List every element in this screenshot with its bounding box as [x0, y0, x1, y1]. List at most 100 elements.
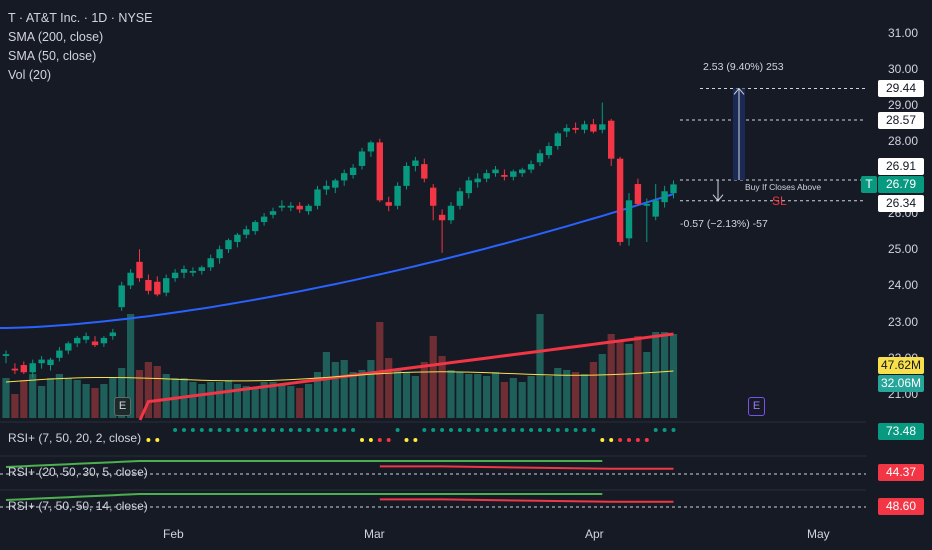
- rsi1-dot: [529, 428, 534, 432]
- rsi2-line-red: [379, 465, 674, 470]
- rsi1-dot: [644, 438, 649, 442]
- volume-bar: [153, 366, 161, 418]
- price-tick: 25.00: [887, 242, 918, 256]
- symbol-badge[interactable]: T: [861, 176, 877, 193]
- candle-body: [171, 272, 179, 279]
- candle-body: [643, 203, 650, 206]
- price-tick: 28.00: [887, 134, 918, 148]
- volume-bar: [251, 388, 259, 418]
- volume-bar: [189, 382, 197, 418]
- candle-body: [349, 167, 357, 175]
- volume-bar: [313, 372, 322, 418]
- earnings-upcoming-badge[interactable]: E: [748, 397, 765, 416]
- time-label-apr: Apr: [585, 527, 604, 541]
- volume-bar: [46, 378, 55, 418]
- volume-bar: [474, 374, 482, 418]
- volume-bar: [269, 382, 277, 418]
- volume-bar: [358, 370, 366, 418]
- rsi1-dot: [315, 428, 320, 432]
- candle-body: [20, 365, 27, 373]
- volume-bar: [216, 382, 224, 418]
- volume-bar: [64, 378, 72, 418]
- rsi1-dot: [475, 428, 480, 432]
- rsi1-dot: [662, 428, 667, 432]
- candle-body: [260, 216, 268, 223]
- volume-bar: [224, 380, 233, 418]
- entry-price-label: 26.91: [878, 158, 924, 175]
- rsi1-dot: [457, 428, 462, 432]
- volume-bar: [465, 374, 473, 418]
- candle-body: [252, 222, 259, 232]
- legend-sma50[interactable]: SMA (50, close): [8, 49, 97, 63]
- candle-body: [109, 332, 116, 337]
- candle-body: [483, 173, 490, 179]
- volume-bar: [82, 384, 90, 418]
- rsi1-dot: [377, 438, 382, 442]
- volume-bar: [20, 380, 28, 418]
- rsi3-value-label: 48.60: [878, 498, 924, 515]
- symbol-title[interactable]: T · AT&T Inc. · 1D · NYSE: [8, 11, 153, 25]
- candle-body: [634, 184, 642, 204]
- rsi1-dot: [306, 428, 311, 432]
- rsi1-dot: [279, 428, 284, 432]
- candle-body: [492, 169, 499, 174]
- candle-body: [616, 158, 624, 242]
- candle-body: [163, 278, 170, 293]
- candle-body: [385, 202, 392, 206]
- volume-bar: [118, 368, 126, 418]
- rsi1-dot: [600, 438, 605, 442]
- stop-price-label: 26.34: [878, 195, 924, 212]
- candle-body: [180, 269, 188, 273]
- rsi2-legend[interactable]: RSI+ (20, 50, 30, 5, close): [8, 465, 148, 479]
- earnings-badge[interactable]: E: [114, 397, 131, 416]
- volume-bar: [500, 382, 508, 418]
- legend-volume[interactable]: Vol (20): [8, 68, 52, 82]
- volume-bar: [607, 334, 615, 418]
- candle-body: [412, 160, 419, 166]
- rsi1-dot: [413, 438, 418, 442]
- rsi1-legend[interactable]: RSI+ (7, 50, 20, 2, close): [8, 431, 142, 445]
- candle-body: [29, 363, 36, 373]
- candle-body: [625, 200, 633, 239]
- volume-bar: [438, 356, 446, 418]
- candle-body: [189, 270, 197, 273]
- volume-bar: [29, 374, 37, 418]
- price-tick: 30.00: [887, 62, 918, 76]
- volume-bar: [198, 384, 206, 418]
- rsi1-dot: [627, 438, 631, 442]
- candle-body: [74, 337, 81, 344]
- rsi1-dot: [582, 428, 587, 432]
- price-tick: 29.00: [887, 98, 918, 112]
- rsi1-dot: [297, 428, 302, 432]
- rsi1-dot: [208, 428, 213, 432]
- volume-bar: [669, 334, 678, 418]
- candle-body: [652, 200, 659, 217]
- candle-body: [572, 127, 579, 130]
- candle-body: [269, 211, 277, 215]
- candle-body: [305, 205, 312, 212]
- volume-bar: [411, 376, 419, 418]
- rsi1-dot: [368, 438, 373, 442]
- candle-body: [501, 174, 508, 177]
- volume-bar: [589, 362, 597, 418]
- candle-body: [447, 205, 455, 221]
- volume-bar: [456, 372, 464, 418]
- rsi3-line-green: [5, 493, 603, 501]
- rsi1-dot: [609, 438, 614, 442]
- candle-body: [38, 359, 45, 364]
- volume-bar: [91, 388, 99, 418]
- candle-body: [2, 354, 10, 356]
- candle-body: [65, 343, 72, 351]
- rsi1-dot: [190, 428, 195, 432]
- rsi1-dot: [511, 428, 516, 432]
- rsi2-line-green: [5, 460, 603, 468]
- candle-body: [599, 124, 606, 130]
- volume-bar: [580, 374, 589, 418]
- candle-body: [278, 205, 286, 208]
- legend-sma200[interactable]: SMA (200, close): [8, 30, 104, 44]
- volume-bar: [322, 352, 330, 418]
- rsi3-legend[interactable]: RSI+ (7, 50, 50, 14, close): [8, 499, 148, 513]
- rsi1-dot: [635, 438, 640, 442]
- rsi1-dot: [333, 428, 338, 432]
